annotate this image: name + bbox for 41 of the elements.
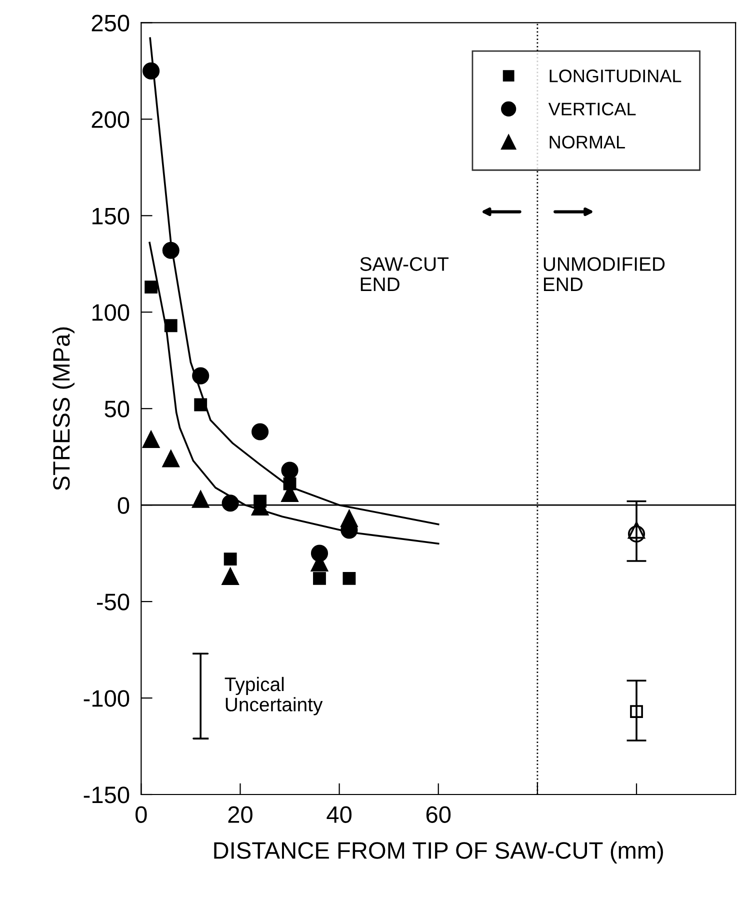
point xyxy=(164,319,178,332)
y-tick-label: 0 xyxy=(118,497,130,514)
point xyxy=(252,423,269,440)
x-tick-label: 60 xyxy=(426,806,451,823)
point xyxy=(222,494,239,512)
y-tick-label: -100 xyxy=(84,690,130,707)
y-tick-label: -50 xyxy=(96,594,130,610)
y-tick-label: 50 xyxy=(104,400,130,418)
point xyxy=(192,490,210,508)
point xyxy=(342,572,356,585)
point xyxy=(628,522,646,539)
x-tick-label: 20 xyxy=(228,806,252,823)
annotation: Typical Uncertainty xyxy=(224,676,323,716)
point xyxy=(281,462,298,479)
y-tick-label: -150 xyxy=(84,786,130,804)
y-axis-title: STRESS (MPa) xyxy=(52,327,74,490)
annotation: UNMODIFIED END xyxy=(544,257,665,291)
legend-label: NORMAL xyxy=(550,136,625,149)
legend-label: VERTICAL xyxy=(548,102,636,116)
point xyxy=(340,510,358,528)
point xyxy=(192,367,210,384)
y-tick-label: 150 xyxy=(92,208,130,224)
x-tick-label: 0 xyxy=(136,806,147,823)
x-axis-title: DISTANCE FROM TIP OF SAW-CUT (mm) xyxy=(214,842,663,864)
point xyxy=(194,398,208,412)
point xyxy=(142,62,160,80)
y-tick-label: 200 xyxy=(92,111,130,128)
point xyxy=(313,572,326,585)
point xyxy=(628,525,646,543)
x-tick-label: 40 xyxy=(326,806,352,823)
point xyxy=(162,450,180,468)
y-tick-label: 250 xyxy=(92,14,130,32)
point xyxy=(144,280,158,294)
y-tick-label: 100 xyxy=(92,304,130,321)
annotation: SAW-CUT END xyxy=(360,257,449,291)
point xyxy=(142,430,160,448)
point xyxy=(162,242,180,259)
point xyxy=(630,705,643,718)
point xyxy=(224,552,237,566)
point xyxy=(222,568,239,586)
legend-label: LONGITUDINAL xyxy=(550,70,682,82)
